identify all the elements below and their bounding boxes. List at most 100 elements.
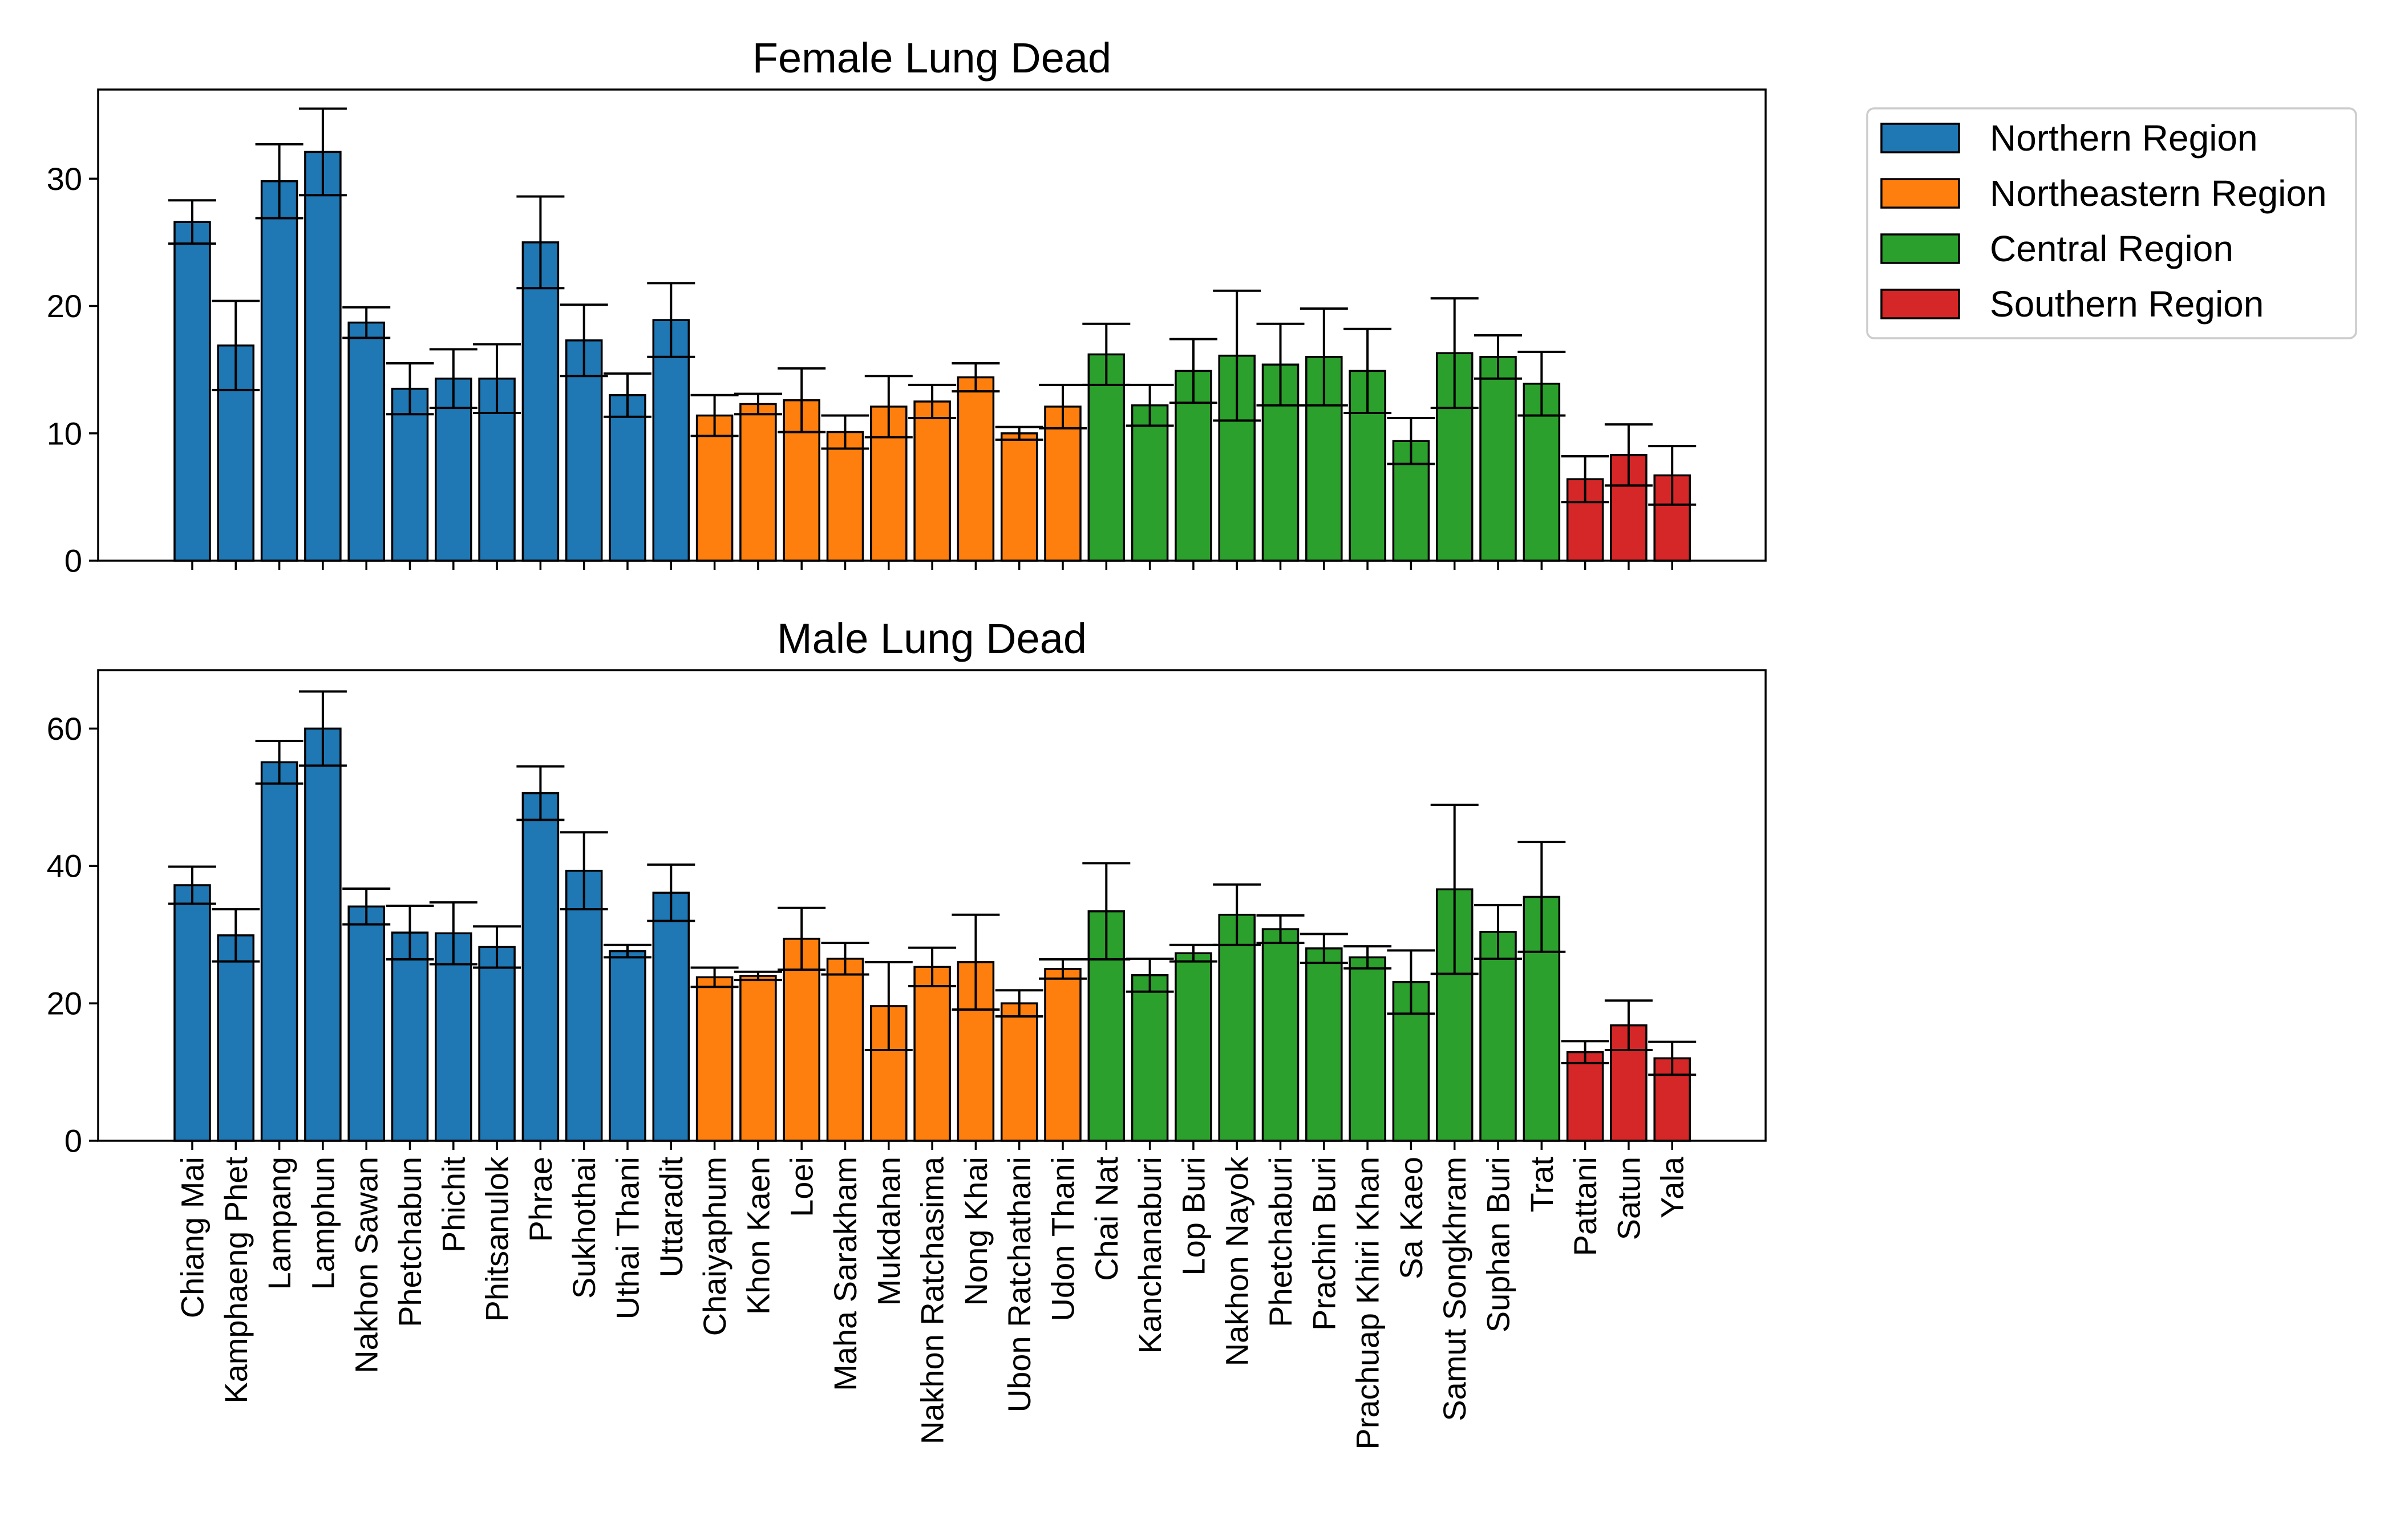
- error-bar-loei: [778, 367, 826, 433]
- female-lung-dead-panel: Female Lung Dead 0 10 20 30: [47, 34, 1767, 579]
- bar-lamphun: [304, 727, 342, 1142]
- x-tick-label-khon-kaen: Khon Kaen: [740, 1157, 776, 1315]
- error-bar-chaiyaphum: [690, 966, 739, 988]
- bar-phetchaburi: [1261, 928, 1300, 1142]
- error-bar-nong-khai: [952, 913, 1000, 1011]
- x-tick-label-phitsanulok: Phitsanulok: [479, 1156, 515, 1322]
- error-bar-suphan-buri: [1474, 903, 1522, 960]
- error-bar-nakhon-sawan: [342, 306, 391, 339]
- x-tick-label-sukhothai: Sukhothai: [566, 1157, 602, 1299]
- y-tick-label: 40: [47, 848, 82, 884]
- error-bar-khon-kaen: [734, 970, 782, 982]
- error-bar-trat: [1517, 350, 1566, 417]
- bar-kamphaeng-phet: [217, 934, 255, 1142]
- bar-suphan-buri: [1479, 356, 1517, 562]
- bar-phichit: [435, 932, 472, 1142]
- x-tick-label-trat: Trat: [1524, 1157, 1560, 1213]
- error-bar-lamphun: [298, 690, 347, 767]
- y-tick-label: 20: [47, 288, 82, 324]
- error-bar-phichit: [429, 348, 477, 410]
- bar-chiang-mai: [173, 884, 211, 1142]
- error-bar-sukhothai: [560, 303, 608, 378]
- error-bar-satun: [1604, 423, 1653, 487]
- error-bar-uthai-thani: [604, 943, 651, 959]
- error-bar-udon-thani: [1039, 383, 1087, 429]
- x-tick-label-nakhon-sawan: Nakhon Sawan: [349, 1157, 385, 1373]
- x-tick-label-phrae: Phrae: [523, 1157, 558, 1242]
- x-tick-label-prachin-buri: Prachin Buri: [1306, 1157, 1342, 1331]
- legend-label-southern-region: Southern Region: [1990, 283, 2264, 325]
- error-bar-nakhon-ratchasima: [908, 383, 957, 419]
- bar-lampang: [260, 761, 298, 1142]
- error-bar-samut-songkhram: [1430, 804, 1479, 975]
- error-bar-ubon-ratchathani: [995, 425, 1043, 441]
- error-bar-lop-buri: [1169, 338, 1217, 404]
- error-bar-chiang-mai: [168, 199, 216, 245]
- bar-uthai-thani: [609, 950, 646, 1142]
- error-bar-kamphaeng-phet: [212, 908, 260, 963]
- error-bar-prachuap-khiri-khan: [1343, 327, 1392, 415]
- x-tick-label-suphan-buri: Suphan Buri: [1480, 1157, 1516, 1332]
- x-tick-label-chai-nat: Chai Nat: [1088, 1157, 1124, 1281]
- bar-udon-thani: [1044, 406, 1082, 562]
- bar-uthai-thani: [609, 394, 646, 562]
- bar-ubon-ratchathani: [1000, 432, 1038, 562]
- bar-chai-nat: [1087, 353, 1126, 562]
- error-bar-uttaradit: [647, 282, 695, 358]
- error-bar-lop-buri: [1169, 943, 1217, 963]
- error-bar-lampang: [255, 740, 303, 785]
- bar-nakhon-sawan: [347, 321, 385, 562]
- bar-ubon-ratchathani: [1000, 1002, 1038, 1142]
- x-tick-label-ubon-ratchathani: Ubon Ratchathani: [1001, 1157, 1037, 1412]
- bar-phetchabun: [391, 387, 429, 562]
- legend-label-central-region: Central Region: [1990, 228, 2233, 269]
- bar-nakhon-sawan: [347, 905, 385, 1142]
- legend-label-northern-region: Northern Region: [1990, 117, 2258, 159]
- error-bar-kamphaeng-phet: [212, 299, 260, 391]
- y-tick-label: 0: [64, 1123, 82, 1159]
- axes-frame: [97, 88, 1767, 562]
- error-bar-chiang-mai: [168, 865, 216, 905]
- error-bar-nakhon-nayok: [1213, 289, 1261, 422]
- bar-phetchabun: [391, 931, 429, 1142]
- error-bar-satun: [1604, 999, 1653, 1052]
- y-tick-label: 30: [47, 161, 82, 197]
- x-tick-label-nong-khai: Nong Khai: [958, 1157, 994, 1306]
- x-tick-label-phetchaburi: Phetchaburi: [1262, 1157, 1298, 1327]
- bar-phrae: [521, 792, 560, 1142]
- error-bar-prachuap-khiri-khan: [1343, 945, 1392, 970]
- error-bar-yala: [1648, 1040, 1697, 1076]
- error-bar-loei: [778, 906, 826, 971]
- bar-chiang-mai: [173, 221, 211, 562]
- bar-chaiyaphum: [695, 976, 734, 1142]
- bar-prachuap-khiri-khan: [1349, 956, 1386, 1142]
- error-bar-prachin-buri: [1300, 933, 1348, 964]
- x-tick-label-satun: Satun: [1610, 1157, 1646, 1240]
- error-bar-phitsanulok: [473, 925, 521, 969]
- legend-swatch-northern-region: [1880, 123, 1960, 153]
- x-tick-label-phichit: Phichit: [435, 1157, 471, 1253]
- legend-swatch-central-region: [1880, 233, 1960, 264]
- x-tick-label-prachuap-khiri-khan: Prachuap Khiri Khan: [1350, 1157, 1386, 1450]
- x-tick-label-lamphun: Lamphun: [305, 1157, 341, 1290]
- bar-udon-thani: [1044, 968, 1082, 1142]
- x-tick-label-samut-songkhram: Samut Songkhram: [1436, 1157, 1472, 1421]
- error-bar-phrae: [516, 765, 565, 821]
- bar-lampang: [260, 180, 298, 562]
- error-bar-maha-sarakham: [821, 942, 869, 976]
- bar-lamphun: [304, 151, 342, 562]
- x-tick-label-chiang-mai: Chiang Mai: [175, 1157, 211, 1318]
- error-bar-suphan-buri: [1474, 334, 1522, 380]
- bar-lop-buri: [1175, 952, 1212, 1142]
- error-bar-maha-sarakham: [821, 414, 869, 450]
- x-tick-label-uthai-thani: Uthai Thani: [610, 1157, 646, 1319]
- error-bar-chai-nat: [1082, 322, 1131, 386]
- x-tick-label-pattani: Pattani: [1567, 1157, 1603, 1256]
- x-tick-label-chaiyaphum: Chaiyaphum: [697, 1157, 732, 1336]
- error-bar-phichit: [429, 901, 477, 966]
- error-bar-ubon-ratchathani: [995, 989, 1043, 1018]
- y-tick-label: 60: [47, 711, 82, 747]
- x-tick-label-kanchanaburi: Kanchanaburi: [1132, 1157, 1168, 1354]
- axes-frame: [97, 669, 1767, 1142]
